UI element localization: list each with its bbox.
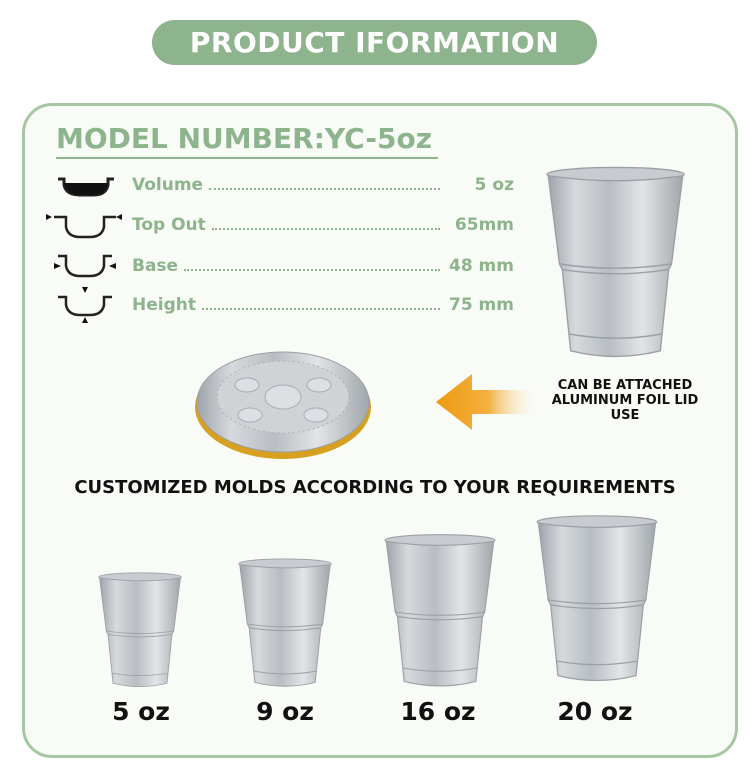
cup-image-5oz	[98, 572, 182, 688]
spec-row-volume: Volume 5 oz	[44, 170, 514, 200]
foil-lid-note-line: CAN BE ATTACHED	[557, 378, 693, 393]
cup-image-9oz	[238, 558, 332, 687]
foil-lid-note-line: ALUMINUM FOIL LID	[551, 393, 699, 408]
foil-lid-note: CAN BE ATTACHED ALUMINUM FOIL LID USE	[535, 378, 715, 423]
dotted-leader	[184, 269, 440, 271]
dotted-leader	[211, 228, 440, 230]
size-label-20oz: 20 oz	[557, 697, 633, 726]
page-title: PRODUCT IFORMATION	[152, 20, 597, 65]
spec-value: 5 oz	[474, 175, 514, 195]
cup-image-16oz	[384, 534, 496, 687]
size-label-5oz: 5 oz	[112, 697, 170, 726]
size-label-16oz: 16 oz	[400, 697, 476, 726]
cup-image-large	[546, 166, 685, 358]
base-diameter-icon	[54, 254, 116, 278]
arrow-left-icon	[436, 374, 540, 430]
dotted-leader	[209, 188, 440, 190]
height-icon	[58, 287, 112, 323]
foil-lid-note-line: USE	[610, 408, 640, 423]
spec-label: Height	[132, 295, 196, 315]
spec-label: Volume	[132, 175, 204, 195]
spec-label: Top Out	[132, 215, 206, 235]
dotted-leader	[201, 308, 440, 310]
spec-row-base: Base 48 mm	[44, 251, 514, 281]
spec-value: 48 mm	[448, 256, 514, 276]
model-number: MODEL NUMBER:YC-5oz	[56, 122, 438, 159]
spec-row-height: Height 75 mm	[44, 287, 514, 323]
molds-heading: CUSTOMIZED MOLDS ACCORDING TO YOUR REQUI…	[74, 477, 676, 498]
spec-label: Base	[132, 256, 179, 276]
spec-value: 65mm	[454, 215, 514, 235]
top-diameter-icon	[46, 214, 122, 239]
volume-icon	[58, 177, 114, 197]
spec-row-top-out: Top Out 65mm	[44, 210, 514, 240]
size-label-9oz: 9 oz	[256, 697, 314, 726]
cup-image-20oz	[536, 515, 658, 682]
spec-value: 75 mm	[448, 295, 514, 315]
foil-lid-image	[195, 351, 371, 459]
